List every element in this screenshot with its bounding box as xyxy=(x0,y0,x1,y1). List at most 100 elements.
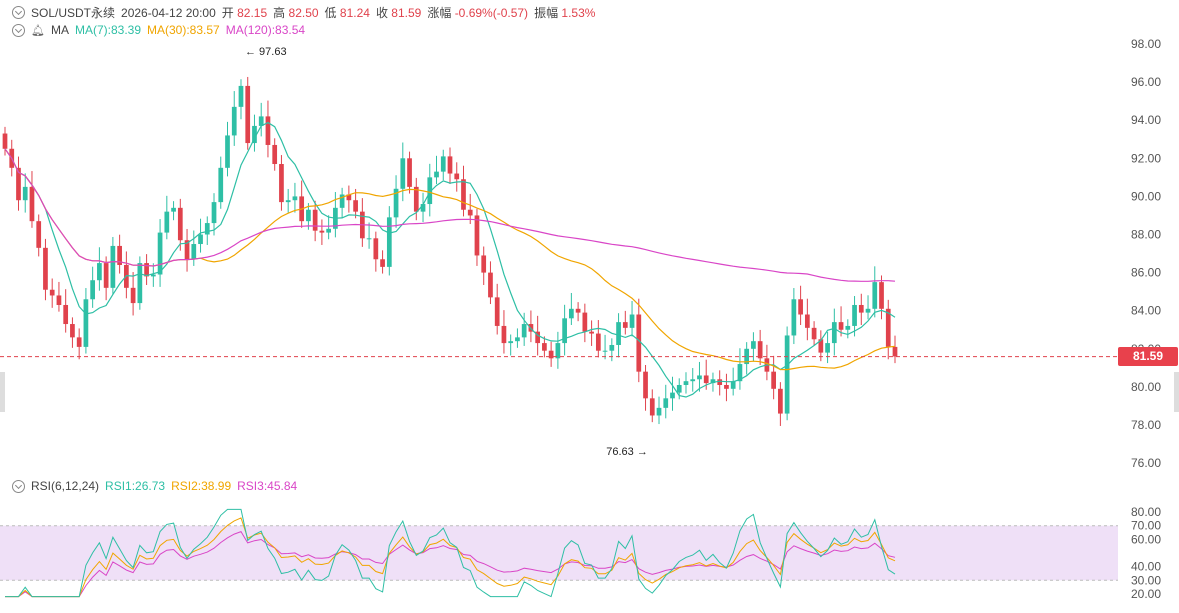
candle-body xyxy=(157,232,163,275)
candle-body xyxy=(488,272,493,298)
candle-body xyxy=(690,379,696,382)
candle-body xyxy=(643,371,648,399)
price-tick-label: 84.00 xyxy=(1131,304,1161,318)
candle-body xyxy=(656,407,662,416)
candle-body xyxy=(609,344,615,351)
price-tick-label: 94.00 xyxy=(1131,113,1161,127)
price-tick-label: 76.00 xyxy=(1131,456,1161,470)
candle-body xyxy=(2,133,8,149)
candle-body xyxy=(312,209,318,231)
candle-body xyxy=(434,171,439,178)
candle-body xyxy=(97,263,102,281)
rsi3-line xyxy=(5,530,896,598)
candle-body xyxy=(353,200,358,212)
datetime-label: 2026-04-12 20:00 xyxy=(121,5,216,20)
high-annotation: ← 97.63 xyxy=(245,46,287,58)
close-value: 81.59 xyxy=(391,6,422,20)
price-tick-label: 78.00 xyxy=(1131,418,1161,432)
scroll-left-handle[interactable] xyxy=(0,372,5,412)
candle-body xyxy=(589,331,594,334)
rsi-band xyxy=(0,525,1118,581)
candle-body xyxy=(63,304,69,325)
rsi-tick-label: 70.00 xyxy=(1131,519,1161,533)
candle-body xyxy=(225,135,230,168)
candle-body xyxy=(521,324,527,338)
high-value: 82.50 xyxy=(288,6,319,20)
open-value: 82.15 xyxy=(237,6,268,20)
candle-body xyxy=(198,234,203,245)
candle-body xyxy=(838,322,844,330)
candle-body xyxy=(279,164,284,203)
candle-body xyxy=(629,314,635,328)
candle-body xyxy=(70,324,75,338)
candle-body xyxy=(49,289,55,296)
price-tick-label: 92.00 xyxy=(1131,151,1161,165)
candle-body xyxy=(265,116,271,145)
candle-body xyxy=(569,308,574,319)
candle-body xyxy=(420,204,426,212)
candle-body xyxy=(238,85,244,107)
amp-value: 1.53% xyxy=(561,6,596,20)
candle-body xyxy=(872,282,878,309)
candle-body xyxy=(494,297,500,326)
candle-body xyxy=(346,194,352,201)
rsi-tick-label: 40.00 xyxy=(1131,560,1161,574)
price-tick-label: 80.00 xyxy=(1131,380,1161,394)
candle-body xyxy=(56,295,62,305)
change-value: -0.69%(-0.57) xyxy=(454,6,529,20)
rsi1-line xyxy=(5,508,896,598)
rsi-legend: RSI(6,12,24) RSI1:26.73 RSI2:38.99 RSI3:… xyxy=(12,479,297,493)
candle-body xyxy=(144,263,149,277)
candle-body xyxy=(730,381,736,389)
alert-bell-icon[interactable]: 🔔︎ xyxy=(31,24,45,37)
candle-body xyxy=(811,327,817,340)
collapse-ma-icon[interactable] xyxy=(12,23,25,37)
candle-body xyxy=(535,331,541,344)
candle-body xyxy=(461,179,466,210)
candle-body xyxy=(184,240,190,260)
candle-body xyxy=(778,388,783,414)
rsi-name: RSI(6,12,24) xyxy=(31,479,100,493)
candle-body xyxy=(218,167,224,203)
candle-body xyxy=(110,245,116,288)
rsi-tick-label: 20.00 xyxy=(1131,587,1161,601)
candle-body xyxy=(137,263,143,304)
candle-body xyxy=(90,280,96,300)
close-label: 收 xyxy=(375,6,388,20)
candle-body xyxy=(130,287,136,304)
candle-body xyxy=(103,263,109,288)
ma7-line xyxy=(4,121,896,398)
candle-body xyxy=(481,255,487,273)
collapse-rsi-icon[interactable] xyxy=(12,479,25,493)
candle-body xyxy=(575,308,581,313)
candle-body xyxy=(562,318,567,344)
price-tick-label: 98.00 xyxy=(1131,37,1161,51)
amp-label: 振幅 xyxy=(534,6,559,20)
ma30-value: MA(30):83.57 xyxy=(147,23,220,37)
scroll-right-handle[interactable] xyxy=(1174,372,1179,412)
candle-body xyxy=(407,158,412,187)
candle-body xyxy=(818,339,824,353)
candle-body xyxy=(724,384,729,389)
candle-body xyxy=(663,398,669,408)
candle-body xyxy=(703,375,709,384)
candle-body xyxy=(76,337,82,347)
price-tick-label: 96.00 xyxy=(1131,75,1161,89)
candle-body xyxy=(804,314,810,328)
price-tick-label: 86.00 xyxy=(1131,266,1161,280)
candle-body xyxy=(737,364,743,382)
candle-body xyxy=(245,85,251,144)
candle-body xyxy=(427,177,433,205)
candle-body xyxy=(204,223,210,235)
candle-body xyxy=(16,167,21,201)
candle-body xyxy=(467,209,473,216)
candle-body xyxy=(380,259,385,267)
candle-body xyxy=(744,348,750,365)
candle-body xyxy=(43,247,48,290)
candle-body xyxy=(177,207,183,241)
candle-body xyxy=(393,188,399,218)
collapse-icon[interactable] xyxy=(12,6,25,19)
candle-body xyxy=(36,221,42,248)
candle-body xyxy=(319,230,325,233)
